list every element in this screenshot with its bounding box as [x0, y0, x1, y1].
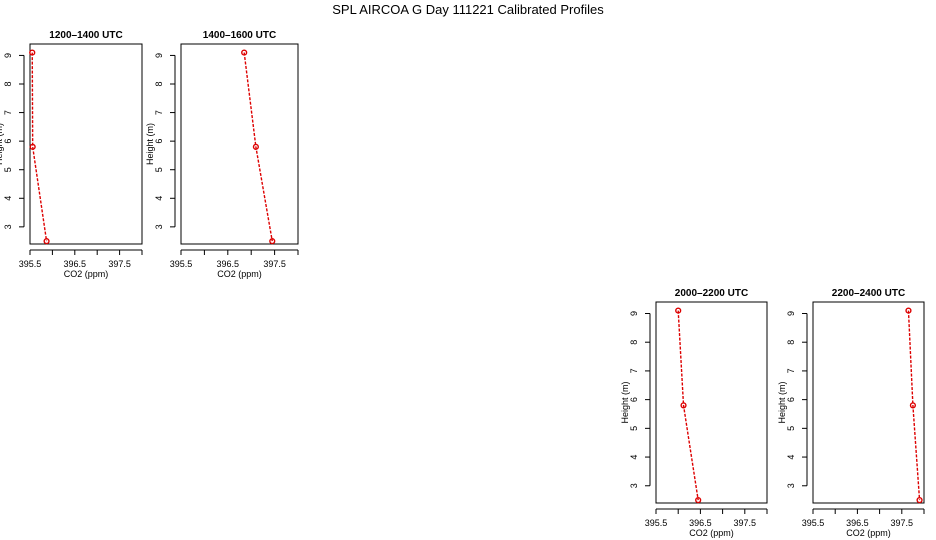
y-tick-label: 3 — [786, 483, 796, 488]
data-point — [269, 238, 276, 245]
plot-frame — [655, 301, 768, 504]
y-tick-label: 3 — [3, 224, 13, 229]
x-tick-label: 397.5 — [891, 518, 914, 528]
y-tick-label: 6 — [154, 139, 164, 144]
x-tick-label: 396.5 — [846, 518, 869, 528]
data-point — [43, 238, 50, 245]
y-tick-label: 4 — [786, 455, 796, 460]
y-axis-label: Height (m) — [145, 123, 155, 165]
y-tick-label: 7 — [786, 368, 796, 373]
y-tick-label: 9 — [154, 53, 164, 58]
y-tick-label: 7 — [154, 110, 164, 115]
y-tick-label: 7 — [629, 368, 639, 373]
data-point — [909, 402, 917, 409]
plot-frame — [29, 43, 143, 245]
data-point — [905, 307, 912, 314]
y-tick-label: 3 — [629, 483, 639, 488]
y-tick-label: 5 — [154, 167, 164, 172]
data-point — [916, 497, 923, 504]
profile-line — [31, 52, 48, 242]
x-axis-label: CO2 (ppm) — [64, 269, 109, 279]
y-tick-label: 6 — [629, 397, 639, 402]
panel-title: 2000–2200 UTC — [675, 288, 748, 299]
profile-line — [243, 52, 273, 242]
x-tick-label: 395.5 — [19, 259, 42, 269]
y-tick-label: 5 — [3, 167, 13, 172]
profile-line — [677, 310, 699, 501]
y-tick-label: 7 — [3, 110, 13, 115]
y-axis-label: Height (m) — [0, 123, 4, 165]
x-tick-label: 395.5 — [645, 518, 668, 528]
y-tick-label: 5 — [629, 426, 639, 431]
y-tick-label: 9 — [786, 311, 796, 316]
x-tick-label: 397.5 — [734, 518, 757, 528]
panel-title: 2200–2400 UTC — [832, 288, 905, 299]
data-point — [252, 143, 259, 150]
x-axis-label: CO2 (ppm) — [689, 528, 734, 538]
plot-frame — [180, 43, 299, 245]
x-tick-label: 397.5 — [108, 259, 131, 269]
x-tick-label: 396.5 — [64, 259, 87, 269]
y-tick-label: 4 — [3, 196, 13, 201]
y-tick-label: 8 — [629, 340, 639, 345]
y-tick-label: 9 — [629, 311, 639, 316]
y-tick-label: 8 — [786, 340, 796, 345]
page-title: SPL AIRCOA G Day 111221 Calibrated Profi… — [332, 2, 604, 17]
panel-title: 1200–1400 UTC — [49, 30, 122, 41]
x-tick-label: 395.5 — [170, 259, 193, 269]
y-tick-label: 4 — [154, 196, 164, 201]
y-tick-label: 6 — [3, 139, 13, 144]
y-tick-label: 6 — [786, 397, 796, 402]
x-tick-label: 396.5 — [689, 518, 712, 528]
profile-line — [907, 310, 921, 501]
data-point — [680, 402, 687, 409]
x-tick-label: 397.5 — [263, 259, 286, 269]
y-tick-label: 8 — [3, 81, 13, 86]
data-point — [29, 49, 36, 56]
x-tick-label: 395.5 — [802, 518, 825, 528]
x-axis-label: CO2 (ppm) — [846, 528, 891, 538]
y-tick-label: 9 — [3, 53, 13, 58]
y-axis-label: Height (m) — [620, 381, 630, 423]
data-point — [29, 143, 36, 150]
plot-frame — [812, 301, 925, 504]
data-point — [675, 307, 682, 314]
y-tick-label: 5 — [786, 426, 796, 431]
x-tick-label: 396.5 — [217, 259, 240, 269]
x-axis-label: CO2 (ppm) — [217, 269, 262, 279]
data-point — [695, 497, 702, 504]
data-point — [241, 49, 248, 56]
y-axis-label: Height (m) — [777, 381, 787, 423]
y-tick-label: 3 — [154, 224, 164, 229]
panel-title: 1400–1600 UTC — [203, 30, 276, 41]
y-tick-label: 4 — [629, 455, 639, 460]
y-tick-label: 8 — [154, 81, 164, 86]
